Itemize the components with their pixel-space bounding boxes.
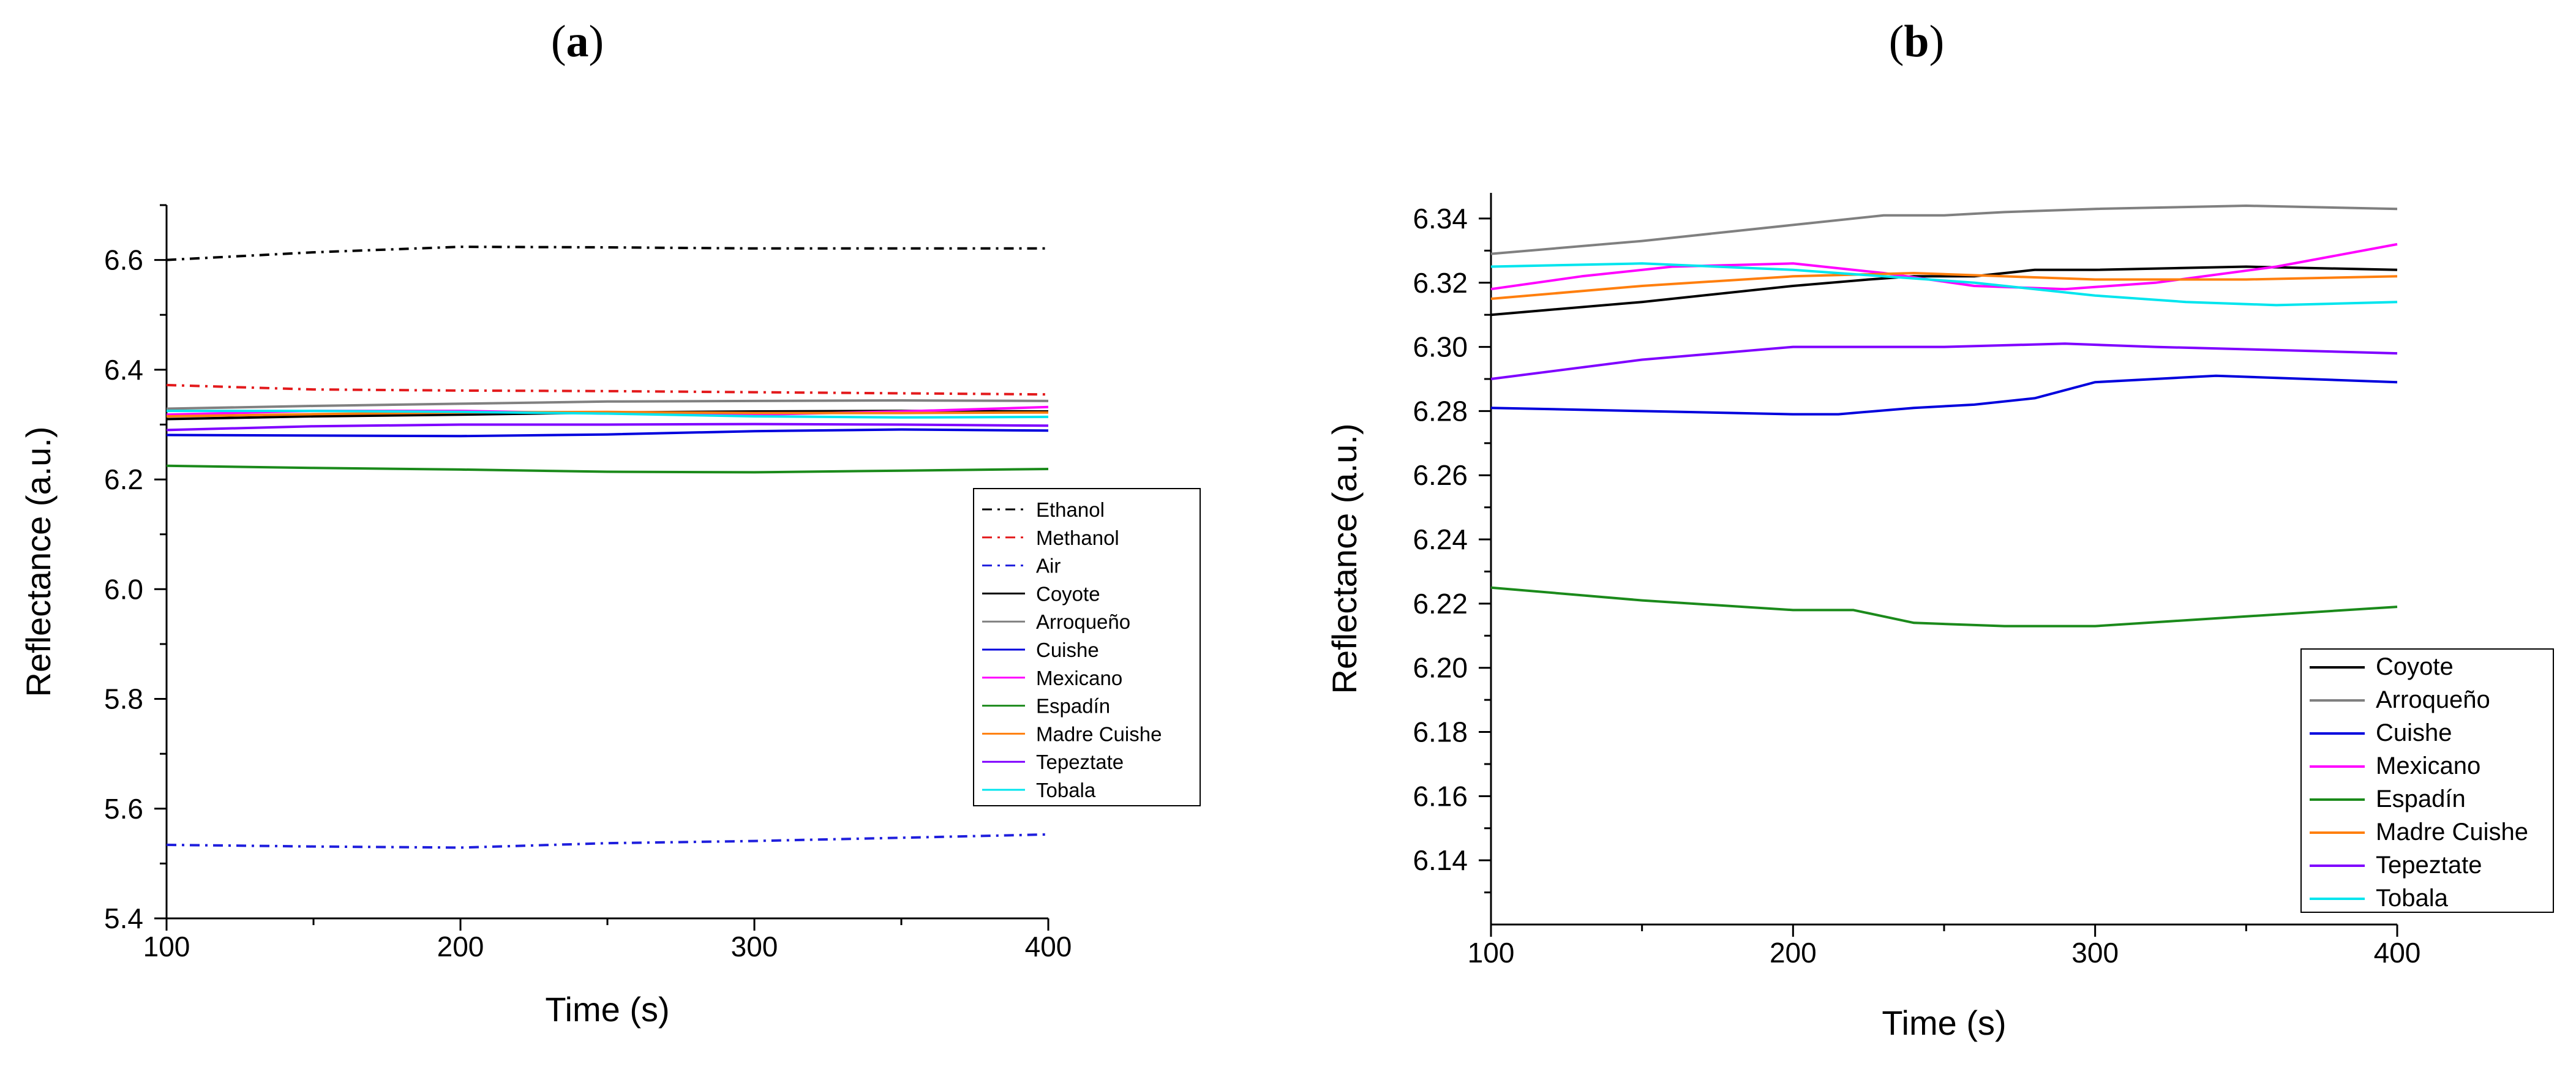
- x-tick-label: 400: [2374, 937, 2421, 969]
- legend-label-cuishe: Cuishe: [1036, 639, 1099, 661]
- series-line-tobala: [167, 410, 1049, 419]
- y-tick-label: 6.18: [1413, 716, 1468, 748]
- legend-label-arroqueno: Arroqueño: [2376, 686, 2490, 713]
- legend-label-air: Air: [1036, 555, 1061, 577]
- y-tick-label: 6.24: [1413, 523, 1468, 555]
- y-tick-label: 6.28: [1413, 395, 1468, 427]
- y-tick-label: 6.2: [104, 463, 143, 495]
- series-line-coyote: [1490, 265, 2398, 317]
- y-tick-label: 6.16: [1413, 780, 1468, 812]
- legend-label-tepeztate: Tepeztate: [2376, 852, 2482, 879]
- panel-label-b: (b): [1889, 17, 1944, 67]
- panel-label-letter: a: [566, 17, 589, 67]
- legend-label-arroqueno: Arroqueño: [1036, 610, 1130, 633]
- legend-label-espadin: Espadín: [2376, 786, 2466, 812]
- series-line-tepeztate: [1490, 342, 2398, 380]
- x-tick-label: 100: [1468, 937, 1515, 969]
- x-tick-label: 300: [2071, 937, 2119, 969]
- legend-label-methanol: Methanol: [1036, 527, 1119, 549]
- y-tick-label: 6.14: [1413, 844, 1468, 876]
- y-tick-label: 6.30: [1413, 331, 1468, 363]
- legend-label-mexicano: Mexicano: [2376, 752, 2480, 779]
- series-line-espadin: [166, 464, 1049, 474]
- series-line-cuishe: [166, 428, 1049, 438]
- y-tick-label: 6.22: [1413, 588, 1468, 620]
- legend: Coyote Arroqueño Cuishe Mexicano Espadín Madr…: [2300, 648, 2554, 913]
- series-line-madre-cuishe: [1490, 272, 2398, 300]
- panel-label-letter: b: [1904, 17, 1929, 67]
- legend-label-espadin: Espadín: [1036, 695, 1110, 718]
- x-tick-label: 100: [143, 931, 190, 962]
- y-tick-label: 6.34: [1413, 203, 1468, 234]
- legend-label-cuishe: Cuishe: [2376, 719, 2452, 746]
- legend-label-tobala: Tobala: [2376, 885, 2449, 912]
- chart-panel-b: (b) 100 200 300 400 6.14 6.16 6.18 6.20 6.22 6.24 6…: [1325, 17, 2554, 1042]
- series-line-air: [166, 833, 1049, 849]
- y-axis-title: Reflectance (a.u.): [19, 427, 58, 697]
- panel-label-close: ): [1929, 17, 1945, 67]
- x-axis-title: Time (s): [545, 990, 669, 1029]
- legend-box: [973, 488, 1201, 806]
- series-line-tepeztate: [166, 422, 1049, 432]
- y-tick-label: 6.20: [1413, 652, 1468, 684]
- legend-label-coyote: Coyote: [2376, 653, 2454, 680]
- y-tick-label: 5.6: [104, 793, 143, 825]
- y-axis-title: Reflectance (a.u.): [1325, 424, 1364, 694]
- legend-label-tepeztate: Tepeztate: [1036, 751, 1124, 773]
- legend-label-madre-cuishe: Madre Cuishe: [2376, 819, 2528, 846]
- x-tick-label: 200: [437, 931, 484, 962]
- y-tick-label: 5.4: [104, 902, 143, 934]
- panel-label-open: (: [551, 17, 566, 67]
- chart-panel-a: (a) 100 200 300 400 5.4 5.6 5.8 6.0 6.2 6.4 6.6 Time…: [19, 17, 1201, 1029]
- series-line-arroqueno: [1490, 204, 2398, 255]
- panel-label-close: ): [589, 17, 604, 67]
- panel-label-open: (: [1889, 17, 1904, 67]
- y-tick-label: 6.4: [104, 354, 143, 386]
- series-line-arroqueno: [166, 399, 1049, 410]
- series-line-madre-cuishe: [166, 410, 1049, 418]
- series-line-espadin: [1490, 586, 2398, 628]
- legend-label-tobala: Tobala: [1036, 779, 1096, 801]
- y-tick-label: 6.0: [104, 573, 143, 605]
- x-axis-title: Time (s): [1882, 1003, 2006, 1042]
- legend-box: [2300, 648, 2554, 913]
- x-tick-label: 200: [1770, 937, 1817, 969]
- x-tick-label: 400: [1025, 931, 1072, 962]
- legend: Ethanol Methanol Air Coyote Arroqueño Cuishe M…: [973, 488, 1201, 806]
- series-line-ethanol: [166, 246, 1048, 261]
- panel-label-a: (a): [551, 17, 604, 67]
- legend-label-madre-cuishe: Madre Cuishe: [1036, 722, 1162, 745]
- y-tick-label: 6.32: [1413, 267, 1468, 299]
- legend-label-mexicano: Mexicano: [1036, 667, 1122, 689]
- series-line-tobala: [1490, 262, 2398, 307]
- y-tick-label: 6.6: [104, 244, 143, 276]
- legend-label-ethanol: Ethanol: [1036, 498, 1105, 521]
- y-tick-label: 5.8: [104, 683, 143, 715]
- x-tick-label: 300: [731, 931, 778, 962]
- series-line-methanol: [166, 383, 1049, 396]
- legend-label-coyote: Coyote: [1036, 582, 1100, 605]
- series-line-cuishe: [1490, 374, 2398, 416]
- y-tick-label: 6.26: [1413, 459, 1468, 491]
